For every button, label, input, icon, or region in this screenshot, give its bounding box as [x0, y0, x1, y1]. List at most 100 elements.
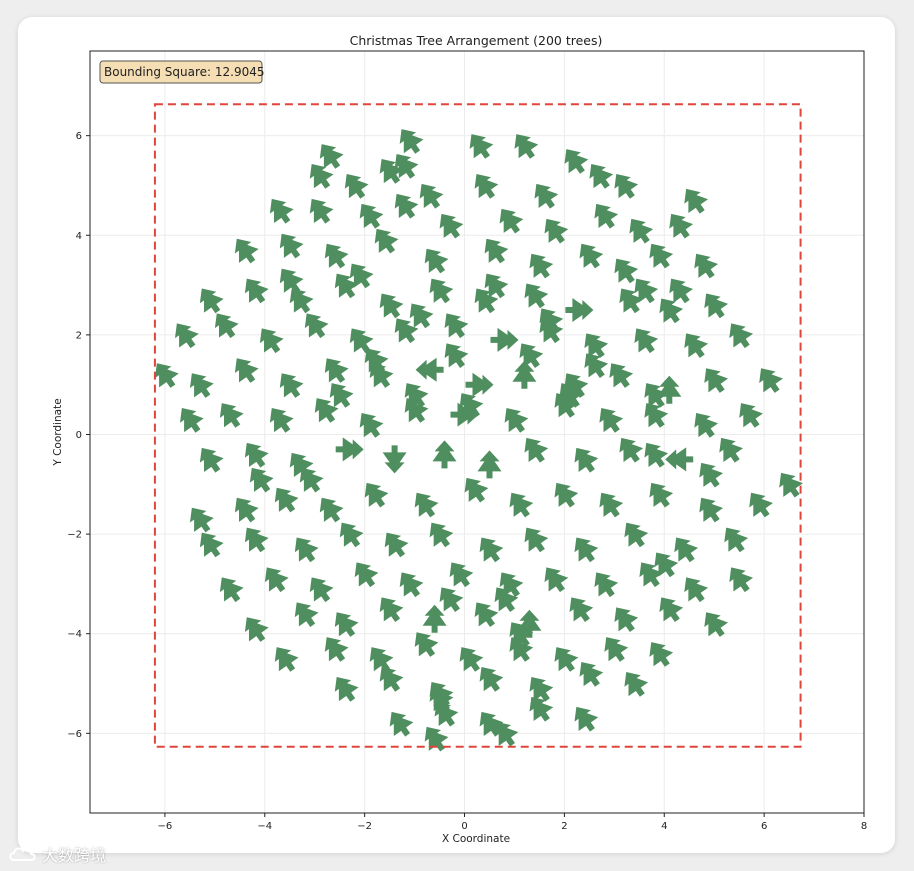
axis-ticks: −6 −4 −2 0 2 4 6 8 −6 −4 −2 0 2 4 6	[67, 131, 867, 832]
figure-card	[18, 17, 895, 853]
y-tick-label: −4	[67, 629, 82, 640]
tree-marker	[371, 286, 408, 324]
bounding-square	[153, 103, 802, 748]
tree-marker	[211, 396, 248, 433]
tree-marker	[536, 560, 573, 598]
tree-marker	[432, 440, 457, 469]
tree-marker	[611, 431, 648, 468]
tree-marker	[641, 635, 678, 672]
tree-marker	[471, 530, 508, 568]
tree-marker	[556, 142, 593, 179]
cloud-logo-icon	[9, 847, 36, 861]
y-tick-label: −2	[67, 530, 82, 541]
y-tick-label: 6	[76, 131, 82, 142]
tree-marker	[626, 321, 663, 359]
tree-marker	[286, 595, 323, 633]
tree-marker	[371, 590, 408, 628]
tree-marker	[391, 122, 428, 159]
tree-marker	[226, 490, 263, 528]
tree-marker	[236, 610, 273, 648]
tree-marker	[441, 555, 478, 593]
tree-marker	[561, 590, 598, 628]
tree-marker	[172, 401, 208, 438]
annotation-box: Bounding Square: 12.9045	[99, 60, 265, 84]
tree-marker	[266, 640, 303, 677]
x-tick-label: 2	[561, 821, 567, 832]
tree-marker	[416, 241, 453, 279]
tree-marker	[335, 437, 364, 462]
tree-marker	[182, 500, 218, 538]
tree-marker	[696, 286, 733, 324]
tree-marker	[466, 167, 503, 204]
tree-marker	[641, 236, 678, 274]
tree-marker	[206, 306, 243, 344]
y-tick-label: 4	[76, 231, 82, 242]
tree-marker	[422, 604, 447, 633]
tree-marker	[191, 525, 228, 563]
tree-marker	[691, 490, 728, 528]
grid	[90, 51, 865, 813]
tree-marker	[266, 480, 303, 518]
tree-marker	[236, 520, 273, 558]
tree-marker	[416, 719, 453, 757]
tree-marker	[381, 705, 418, 742]
tree-marker	[711, 431, 748, 468]
tree-marker	[326, 605, 363, 643]
x-tick-label: 0	[461, 821, 467, 832]
tree-marker	[411, 177, 448, 214]
tree-marker	[391, 565, 428, 603]
y-tick-label: −6	[67, 729, 82, 740]
tree-marker	[586, 197, 623, 234]
x-axis-label: X Coordinate	[442, 833, 510, 845]
y-tick-label: 2	[76, 330, 82, 341]
tree-marker	[751, 361, 787, 399]
tree-marker	[316, 630, 353, 667]
tree-marker	[477, 450, 502, 479]
tree-marker	[606, 167, 643, 204]
tree-marker	[526, 177, 563, 214]
bounding-square-label: Bounding Square: 12.9045	[104, 65, 265, 79]
tree-marker	[386, 187, 423, 224]
tree-marker	[356, 475, 393, 513]
tree-marker	[316, 236, 353, 274]
plot-frame	[89, 50, 865, 814]
tree-marker	[491, 201, 528, 239]
tree-marker	[191, 281, 228, 319]
tree-marker	[686, 406, 723, 443]
tree-marker	[731, 396, 767, 433]
tree-marker	[521, 246, 558, 284]
tree-marker	[490, 327, 519, 352]
chart-title: Christmas Tree Arrangement (200 trees)	[350, 33, 603, 48]
tree-marker	[182, 366, 218, 404]
tree-marker	[351, 406, 388, 443]
tree-marker	[601, 356, 638, 394]
tree-marker	[586, 565, 623, 603]
tree-marker	[261, 192, 298, 229]
tree-marker	[566, 441, 603, 478]
tree-marker	[771, 465, 807, 503]
tree-marker	[261, 401, 298, 438]
tree-marker	[696, 605, 733, 643]
tree-marker	[581, 157, 618, 194]
tree-marker	[501, 485, 538, 523]
tree-marker	[665, 447, 694, 472]
tree-marker	[236, 436, 273, 473]
tree-marker	[191, 441, 228, 478]
x-tick-label: −6	[158, 821, 173, 832]
tree-marker	[651, 590, 688, 628]
tree-marker	[565, 298, 594, 322]
tree-marker	[466, 595, 503, 633]
x-tick-label: −4	[257, 821, 272, 832]
tree-marker	[506, 127, 543, 164]
tree-marker	[226, 231, 263, 269]
tree-marker	[591, 401, 628, 438]
tree-marker	[636, 436, 673, 473]
tree-marker	[696, 361, 733, 399]
tree-marker	[382, 445, 407, 474]
tree-marker	[566, 530, 603, 568]
tree-marker	[691, 455, 728, 493]
tree-marker	[415, 357, 444, 382]
tree-marker	[496, 401, 533, 438]
tree-markers	[147, 122, 807, 757]
